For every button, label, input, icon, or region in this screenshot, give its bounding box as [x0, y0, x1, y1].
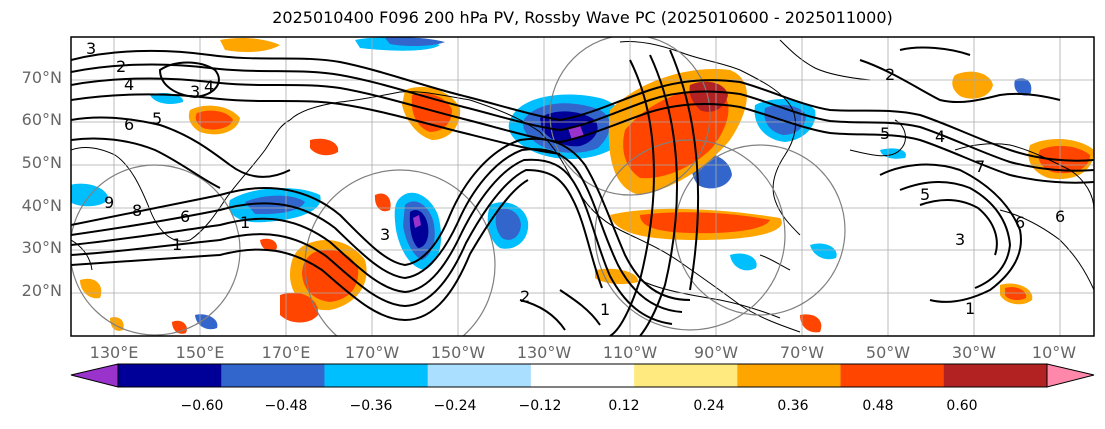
- contour-label: 8: [132, 201, 142, 220]
- contour-label: 2: [520, 287, 530, 306]
- lat-label: 70°N: [21, 68, 62, 87]
- lat-label: 50°N: [21, 153, 62, 172]
- lat-label: 20°N: [21, 281, 62, 300]
- lon-label: 50°W: [865, 343, 911, 362]
- contour-label: 4: [124, 75, 134, 94]
- contour-label: 3: [86, 39, 96, 58]
- colorbar-tick-label: −0.24: [433, 398, 477, 414]
- contour-label: 5: [880, 124, 890, 143]
- contour-label: 5: [920, 185, 930, 204]
- colorbar-tick-label: 0.48: [862, 398, 894, 414]
- contour-label: 6: [180, 207, 190, 226]
- colorbar-cell: [118, 364, 222, 387]
- colorbar-cell: [943, 364, 1048, 387]
- lat-label: 30°N: [21, 238, 62, 257]
- lon-label: 30°W: [951, 343, 997, 362]
- colorbar-extend-high: [1046, 363, 1095, 388]
- colorbar-extend-low: [70, 363, 119, 388]
- contour-label: 1: [965, 299, 975, 318]
- lon-label: 170°W: [344, 343, 400, 362]
- contour-label: 5: [152, 109, 162, 128]
- lon-label: 150°W: [430, 343, 486, 362]
- colorbar-tick-label: −0.60: [180, 398, 224, 414]
- lat-label: 60°N: [21, 110, 62, 129]
- colorbar-tick-label: 0.60: [946, 398, 978, 414]
- lon-label: 130°E: [89, 343, 139, 362]
- contour-label: 7: [975, 157, 985, 176]
- colorbar-tick-label: −0.36: [349, 398, 393, 414]
- lon-label: 150°E: [175, 343, 225, 362]
- lat-label: 40°N: [21, 196, 62, 215]
- colorbar-cell: [427, 364, 532, 387]
- colorbar-tick-label: 0.24: [693, 398, 725, 414]
- contour-label: 4: [204, 77, 214, 96]
- lon-label: 90°W: [693, 343, 739, 362]
- map-frame: [70, 36, 1095, 337]
- contour-label: 6: [1015, 213, 1025, 232]
- pv-contours: [71, 46, 1094, 336]
- contour-label: 9: [104, 193, 114, 212]
- lon-label: 110°W: [602, 343, 658, 362]
- contour-label: 6: [124, 115, 134, 134]
- colorbar-cell: [634, 364, 738, 387]
- colorbar-tick-label: 0.12: [608, 398, 640, 414]
- colorbar-cell: [324, 364, 429, 387]
- contour-label: 3: [380, 225, 390, 244]
- contour-label: 2: [116, 57, 126, 76]
- lon-label: 70°W: [779, 343, 825, 362]
- map-background: [71, 37, 1094, 336]
- lon-label: 130°W: [516, 343, 572, 362]
- colorbar-frame: [117, 363, 1048, 388]
- colorbar-cell: [840, 364, 945, 387]
- contour-labels: 3 2 4 3 4 6 5 2 5 4 7 1 1 9 8 6 3 2 3 6 …: [86, 39, 1065, 319]
- colorbar-cell: [221, 364, 325, 387]
- colorbar-tick-label: −0.48: [264, 398, 308, 414]
- contour-label: 2: [885, 65, 895, 84]
- pv-anomaly-positive: [80, 37, 1094, 334]
- contour-label: 6: [1055, 207, 1065, 226]
- colorbar: [70, 363, 1095, 388]
- contour-label: 1: [240, 213, 250, 232]
- colorbar-tick-label: 0.36: [777, 398, 809, 414]
- map-plot: 3 2 4 3 4 6 5 2 5 4 7 1 1 9 8 6 3 2 3 6 …: [70, 36, 1095, 337]
- contour-label: 1: [172, 235, 182, 254]
- contour-label: 3: [190, 82, 200, 101]
- colorbar-tick-label: −0.12: [518, 398, 562, 414]
- map-title: 2025010400 F096 200 hPa PV, Rossby Wave …: [272, 8, 893, 27]
- colorbar-cell: [530, 364, 635, 387]
- contour-label: 3: [955, 230, 965, 249]
- contour-label: 4: [935, 127, 945, 146]
- lon-label: 170°E: [261, 343, 311, 362]
- colorbar-cell: [737, 364, 842, 387]
- contour-label: 1: [600, 300, 610, 319]
- lon-label: 10°W: [1031, 343, 1077, 362]
